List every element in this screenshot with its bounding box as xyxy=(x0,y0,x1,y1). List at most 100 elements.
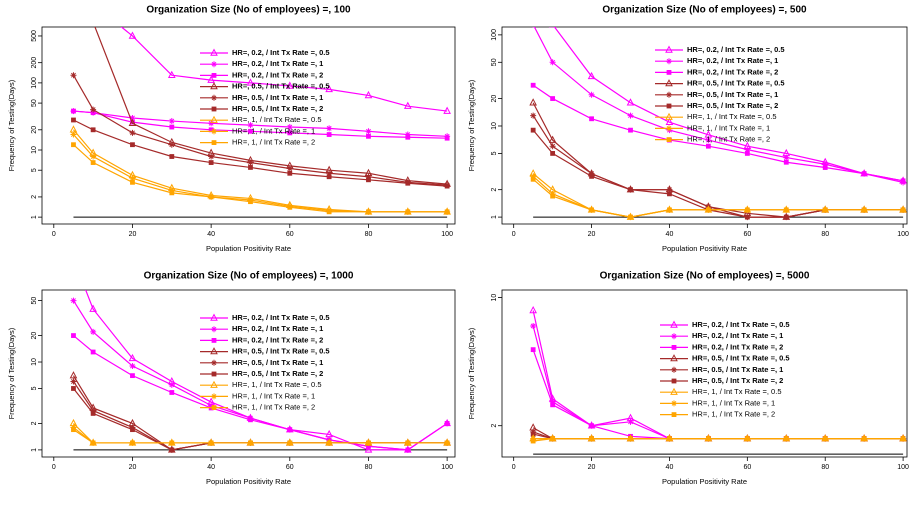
series-line xyxy=(120,27,448,112)
legend-symbol xyxy=(665,45,673,53)
legend-marker xyxy=(671,345,677,350)
marker-asterisk xyxy=(247,122,254,129)
marker-square xyxy=(90,110,96,116)
marker-square xyxy=(405,440,411,446)
marker-square xyxy=(530,431,536,437)
legend-label: HR=, 1, / Int Tx Rate =, 1 xyxy=(687,123,770,132)
panel: Organization Size (No of employees) =, 1… xyxy=(7,0,456,253)
marker-square xyxy=(744,151,750,156)
marker-triangle xyxy=(529,306,537,314)
marker-asterisk xyxy=(549,143,556,150)
marker-square xyxy=(744,207,750,213)
legend-marker xyxy=(670,320,678,328)
marker-square xyxy=(208,160,214,165)
marker-triangle xyxy=(128,353,137,362)
x-tick-label: 100 xyxy=(441,231,453,238)
x-tick-label: 60 xyxy=(743,464,751,471)
legend-marker xyxy=(671,333,677,340)
panel: Organization Size (No of employees) =, 5… xyxy=(467,271,909,486)
x-tick-label: 40 xyxy=(666,464,674,471)
legend-symbol xyxy=(211,140,217,145)
marker-asterisk xyxy=(530,112,537,119)
x-tick-label: 0 xyxy=(52,231,56,238)
legend-label: HR=, 1, / Int Tx Rate =, 0.5 xyxy=(692,387,782,396)
legend-label: HR=, 0.5, / Int Tx Rate =, 0.5 xyxy=(232,347,330,356)
marker-square xyxy=(861,207,867,213)
legend-symbol xyxy=(210,82,218,90)
legend-symbol xyxy=(665,112,673,120)
legend-marker xyxy=(666,91,672,98)
marker-triangle xyxy=(69,125,78,133)
chart-title: Organization Size (No of employees) =, 5… xyxy=(600,271,810,282)
legend-symbol xyxy=(211,128,217,135)
legend-label: HR=, 0.2, / Int Tx Rate =, 0.5 xyxy=(692,320,790,329)
legend-marker xyxy=(210,380,218,388)
legend-symbol xyxy=(666,125,672,132)
x-axis-label: Population Positivity Rate xyxy=(206,477,291,486)
y-tick-label: 1 xyxy=(31,215,38,219)
marker-square xyxy=(248,165,253,170)
y-tick-label: 100 xyxy=(491,29,498,41)
x-tick-label: 20 xyxy=(129,464,137,471)
legend-marker xyxy=(211,73,217,78)
marker-triangle xyxy=(529,98,537,106)
y-tick-label: 500 xyxy=(31,30,38,42)
marker-square xyxy=(169,447,175,453)
marker-asterisk xyxy=(90,106,97,113)
x-tick-label: 40 xyxy=(666,231,674,238)
series-line xyxy=(73,426,448,444)
legend-symbol xyxy=(210,313,218,321)
marker-square xyxy=(667,191,672,197)
marker-square xyxy=(783,214,789,220)
marker-square xyxy=(444,135,450,141)
legend-label: HR=, 0.5, / Int Tx Rate =, 2 xyxy=(232,369,323,378)
marker-asterisk xyxy=(208,120,215,127)
marker-square xyxy=(248,128,253,134)
legend-marker xyxy=(211,338,217,343)
x-axis-label: Population Positivity Rate xyxy=(206,244,291,253)
marker-asterisk xyxy=(627,418,634,425)
legend-label: HR=, 1, / Int Tx Rate =, 1 xyxy=(232,391,315,400)
marker-asterisk xyxy=(168,141,175,148)
x-tick-label: 100 xyxy=(897,231,909,238)
marker-asterisk xyxy=(588,170,595,177)
marker-triangle xyxy=(530,4,536,10)
legend-label: HR=, 0.5, / Int Tx Rate =, 2 xyxy=(687,101,778,110)
marker-square xyxy=(169,154,175,159)
legend-marker xyxy=(670,387,678,395)
legend-marker xyxy=(211,94,217,101)
marker-asterisk xyxy=(168,187,175,194)
legend-symbol xyxy=(666,103,672,109)
marker-triangle xyxy=(626,98,635,106)
marker-triangle xyxy=(70,255,76,261)
y-tick-label: 10 xyxy=(491,122,498,130)
chart-title: Organization Size (No of employees) =, 1… xyxy=(144,271,354,282)
marker-square xyxy=(550,151,556,156)
marker-triangle xyxy=(207,75,215,83)
marker-square xyxy=(326,174,332,180)
x-axis-label: Population Positivity Rate xyxy=(662,477,747,486)
legend-label: HR=, 1, / Int Tx Rate =, 2 xyxy=(692,410,775,419)
marker-square xyxy=(366,177,371,183)
legend-label: HR=, 0.5, / Int Tx Rate =, 2 xyxy=(232,104,323,113)
marker-square xyxy=(71,142,76,148)
marker-square xyxy=(248,199,253,205)
marker-square xyxy=(248,440,253,446)
legend-symbol xyxy=(671,400,677,407)
legend-symbol xyxy=(671,333,677,340)
legend-symbol xyxy=(211,94,217,101)
marker-square xyxy=(366,440,371,446)
marker-asterisk xyxy=(705,137,712,144)
legend-symbol xyxy=(210,347,218,355)
legend-symbol xyxy=(671,378,677,384)
legend-marker xyxy=(210,347,218,355)
y-axis-label: Frequency of Testing(Days) xyxy=(467,79,476,171)
legend-symbol xyxy=(671,366,677,373)
y-tick-label: 5 xyxy=(491,151,498,155)
legend-symbol xyxy=(211,61,217,68)
marker-asterisk xyxy=(404,131,411,138)
marker-square xyxy=(530,127,536,133)
marker-square xyxy=(90,440,96,446)
marker-triangle xyxy=(90,0,96,6)
marker-square xyxy=(326,209,332,215)
